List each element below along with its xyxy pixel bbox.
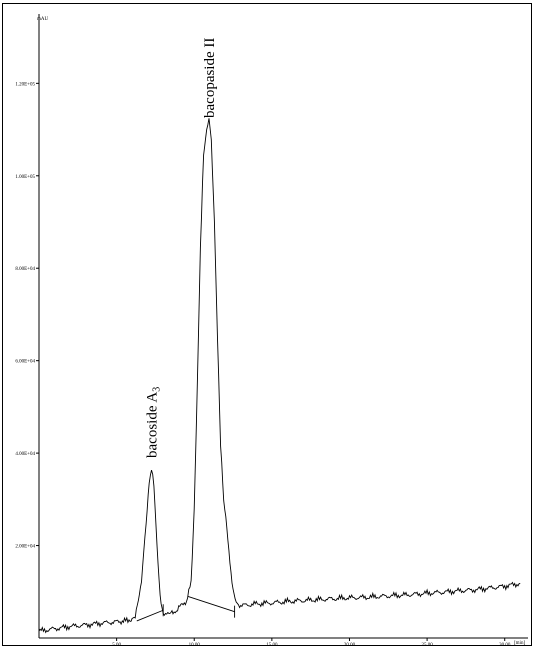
y-tick-label-1: 4.00E+04 <box>15 452 35 457</box>
y-axis-unit: mAU <box>37 17 49 22</box>
chart-frame <box>2 3 532 646</box>
y-tick-label-5: 1.20E+05 <box>15 82 35 87</box>
x-ticks: 5.00 10.00 15.00 20.00 25.00 30.00 <box>112 638 511 648</box>
x-tick-label-0: 5.00 <box>112 643 121 648</box>
x-tick-label-2: 15.00 <box>266 643 278 648</box>
baseline-0 <box>136 609 164 622</box>
chromatogram-trace <box>38 118 521 634</box>
y-tick-label-4: 1.00E+05 <box>15 175 35 180</box>
y-ticks: 2.00E+04 4.00E+04 6.00E+04 8.00E+04 1.00E+05… <box>15 82 39 550</box>
y-tick-label-2: 6.00E+04 <box>15 360 35 365</box>
x-tick-label-3: 20.00 <box>344 643 356 648</box>
peak-annotations: bacoside A3 bacopaside II <box>145 38 218 458</box>
x-axis-unit: [min] <box>514 641 525 646</box>
x-tick-label-5: 30.00 <box>499 643 511 648</box>
axes <box>38 14 528 639</box>
x-tick-label-1: 10.00 <box>189 643 201 648</box>
y-tick-label-3: 8.00E+04 <box>15 267 35 272</box>
peak-label-0: bacoside A3 <box>145 387 163 458</box>
baseline-1 <box>187 595 235 613</box>
y-tick-label-0: 2.00E+04 <box>15 545 35 550</box>
peak-label-1: bacopaside II <box>202 38 218 118</box>
peak-baselines <box>136 595 236 622</box>
x-tick-label-4: 25.00 <box>421 643 433 648</box>
